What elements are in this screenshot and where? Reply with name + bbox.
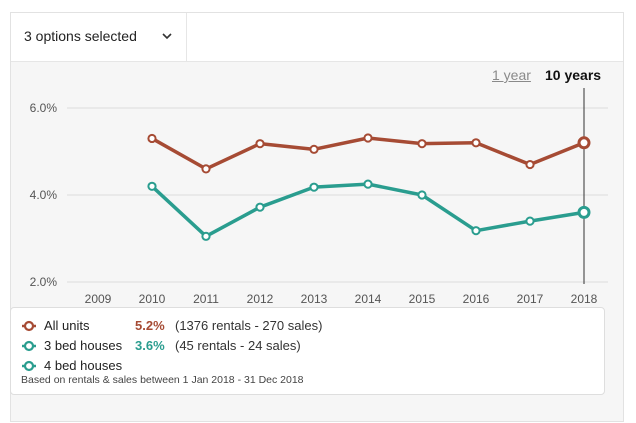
options-dropdown[interactable]: 3 options selected	[11, 13, 187, 61]
data-point	[577, 205, 591, 219]
data-point	[147, 133, 157, 144]
x-tick-label: 2016	[463, 292, 490, 306]
line-chart: 6.0% 4.0% 2.0% 2009 2010 2011 2012 2013 2014 2015…	[30, 88, 608, 306]
legend-item-4-bed-houses: 4 bed houses	[11, 357, 604, 375]
x-tick-label: 2014	[355, 292, 382, 306]
legend-value: 3.6%	[135, 338, 165, 353]
legend-item-all-units: All units 5.2% (1376 rentals - 270 sales…	[11, 317, 604, 335]
legend-label: 4 bed houses	[44, 358, 123, 373]
data-point	[417, 139, 427, 149]
legend-label: All units	[44, 318, 90, 333]
filter-bar: 3 options selected	[11, 13, 623, 62]
legend-detail: (45 rentals - 24 sales)	[175, 338, 301, 353]
x-tick-label: 2013	[301, 292, 328, 306]
legend-line-marker-icon	[22, 320, 36, 332]
series-line	[151, 136, 585, 171]
dropdown-label: 3 options selected	[24, 28, 137, 44]
x-tick-label: 2017	[517, 292, 544, 306]
data-point	[255, 202, 265, 212]
data-point	[525, 159, 535, 170]
data-point	[147, 181, 157, 191]
x-tick-label: 2015	[409, 292, 436, 306]
data-point	[417, 190, 427, 200]
legend-value: 5.2%	[135, 318, 165, 333]
chevron-down-icon	[162, 33, 172, 40]
series-line	[150, 182, 585, 239]
data-point	[471, 138, 481, 148]
legend-label: 3 bed houses	[44, 338, 123, 353]
legend-footnote: Based on rentals & sales between 1 Jan 2…	[21, 374, 304, 386]
y-tick-label: 6.0%	[30, 101, 58, 115]
data-point	[471, 226, 481, 236]
data-point	[309, 182, 319, 192]
data-point	[201, 231, 211, 241]
period-1-year-link[interactable]: 1 year	[492, 67, 531, 83]
legend-line-marker-icon	[22, 360, 36, 372]
legend: All units 5.2% (1376 rentals - 270 sales…	[10, 307, 605, 395]
legend-detail: (1376 rentals - 270 sales)	[175, 318, 323, 333]
x-tick-label: 2011	[193, 292, 219, 306]
data-point	[525, 216, 535, 226]
x-tick-label: 2012	[247, 292, 274, 306]
x-tick-label: 2018	[571, 292, 598, 306]
period-10-years-link[interactable]: 10 years	[545, 67, 602, 83]
data-point	[201, 164, 211, 174]
data-point	[309, 144, 319, 154]
data-point	[255, 139, 265, 149]
data-point	[363, 179, 373, 189]
x-tick-label: 2009	[85, 292, 112, 306]
data-point	[363, 133, 373, 143]
legend-line-marker-icon	[22, 340, 36, 352]
y-tick-label: 2.0%	[30, 275, 58, 289]
data-point	[577, 136, 591, 150]
x-tick-label: 2010	[139, 292, 166, 306]
legend-item-3-bed-houses: 3 bed houses 3.6% (45 rentals - 24 sales…	[11, 337, 604, 355]
y-tick-label: 4.0%	[30, 188, 58, 202]
